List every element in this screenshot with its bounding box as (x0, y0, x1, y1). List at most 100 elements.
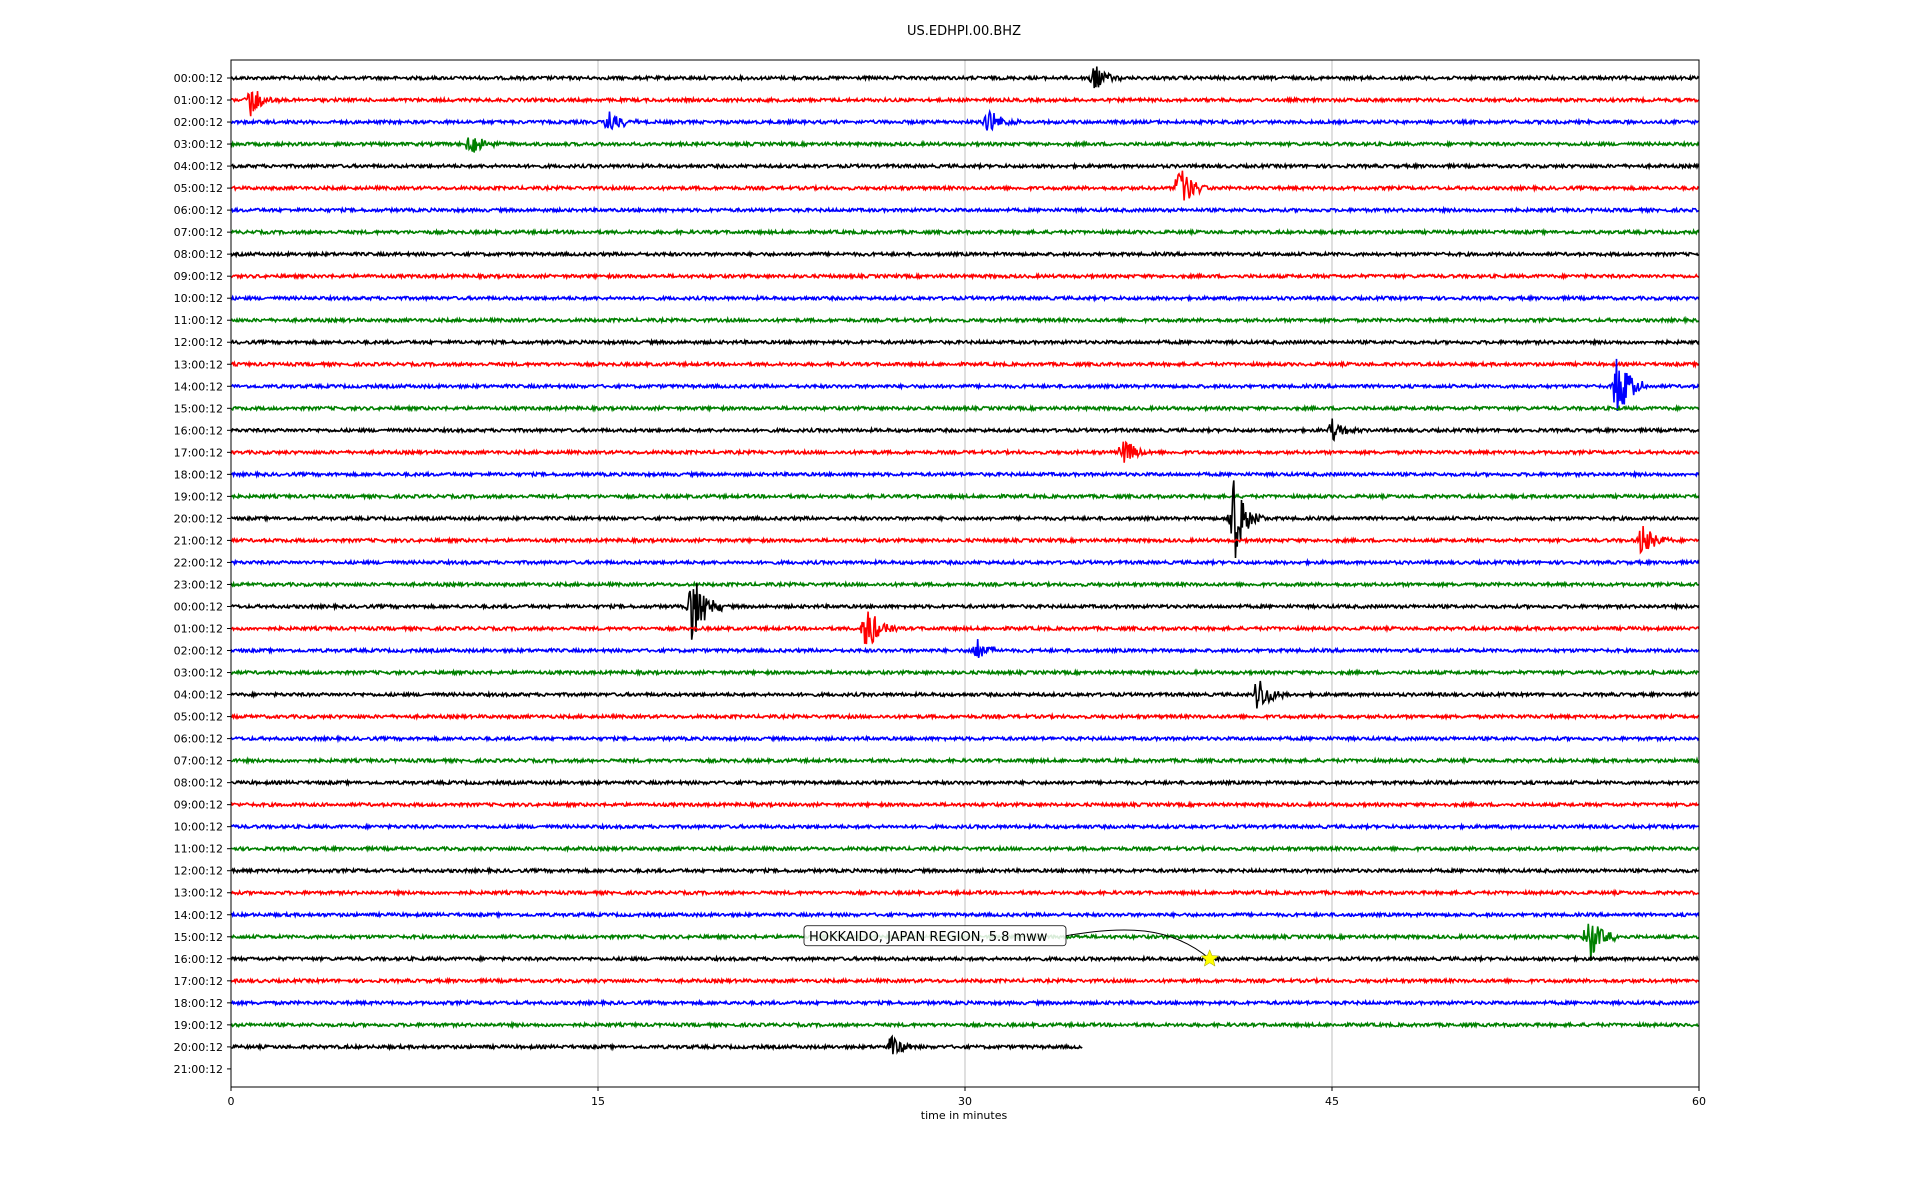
trace-line (230, 910, 1700, 920)
x-tick-label: 30 (958, 1095, 972, 1108)
trace-line (230, 756, 1700, 766)
trace-line (230, 1034, 1083, 1055)
y-axis-ticks: 00:00:12 01:00:12 02:00:12 03:00:12 04:00:12… (174, 72, 231, 1076)
trace-line (230, 137, 1700, 153)
trace-line (230, 271, 1700, 281)
y-tick-label: 09:00:12 (174, 799, 223, 812)
trace-line (230, 778, 1700, 788)
y-tick-label: 14:00:12 (174, 909, 223, 922)
x-tick-label: 60 (1692, 1095, 1706, 1108)
trace-line (230, 358, 1700, 412)
trace-line (230, 227, 1700, 237)
y-tick-label: 13:00:12 (174, 887, 223, 900)
y-tick-label: 16:00:12 (174, 953, 223, 966)
x-tick-label: 15 (591, 1095, 605, 1108)
trace-line (230, 954, 1700, 964)
x-axis-ticks: 0 15 30 45 60 (228, 1087, 1706, 1108)
trace-line (230, 293, 1700, 303)
x-tick-label: 45 (1325, 1095, 1339, 1108)
trace-line (230, 161, 1700, 171)
y-tick-label: 23:00:12 (174, 578, 223, 591)
trace-line (230, 170, 1700, 201)
trace-line (230, 469, 1700, 479)
trace-line (230, 800, 1700, 810)
event-star-marker (1200, 949, 1219, 967)
y-tick-label: 02:00:12 (174, 116, 223, 129)
trace-line (230, 359, 1700, 369)
trace-line (230, 91, 1700, 117)
trace-line (230, 315, 1700, 325)
y-tick-label: 22:00:12 (174, 556, 223, 569)
trace-line (230, 66, 1700, 89)
trace-line (230, 888, 1700, 898)
y-tick-label: 05:00:12 (174, 711, 223, 724)
trace-line (230, 844, 1700, 854)
trace-line (230, 639, 1700, 659)
trace-line (230, 480, 1700, 559)
y-tick-label: 09:00:12 (174, 270, 223, 283)
x-axis-label: time in minutes (921, 1109, 1008, 1122)
trace-line (230, 668, 1699, 677)
trace-line (230, 250, 1700, 259)
y-tick-label: 01:00:12 (174, 623, 223, 636)
trace-line (230, 734, 1700, 744)
y-tick-label: 02:00:12 (174, 645, 223, 658)
trace-line (230, 491, 1700, 501)
event-annotation: HOKKAIDO, JAPAN REGION, 5.8 mww (803, 925, 1219, 967)
y-tick-label: 19:00:12 (174, 1019, 223, 1032)
trace-line (230, 998, 1700, 1008)
x-tick-label: 0 (228, 1095, 235, 1108)
y-tick-label: 00:00:12 (174, 600, 223, 613)
trace-line (230, 337, 1700, 347)
y-tick-label: 12:00:12 (174, 865, 223, 878)
trace-line (230, 557, 1700, 567)
trace-line (230, 583, 1700, 640)
y-tick-label: 10:00:12 (174, 292, 223, 305)
y-tick-label: 13:00:12 (174, 358, 223, 371)
y-tick-label: 08:00:12 (174, 248, 223, 261)
trace-line (230, 440, 1700, 463)
y-tick-label: 06:00:12 (174, 733, 223, 746)
y-tick-label: 20:00:12 (174, 1041, 223, 1054)
chart-title: US.EDHPI.00.BHZ (907, 24, 1021, 39)
y-tick-label: 11:00:12 (174, 843, 223, 856)
y-tick-label: 15:00:12 (174, 402, 223, 415)
trace-layer (230, 66, 1700, 1055)
y-tick-label: 11:00:12 (174, 314, 223, 327)
trace-line (230, 205, 1700, 215)
trace-line (230, 611, 1700, 645)
y-tick-label: 19:00:12 (174, 490, 223, 503)
trace-line (230, 580, 1700, 589)
trace-line (230, 108, 1699, 132)
trace-line (230, 822, 1700, 832)
trace-line (230, 680, 1699, 709)
y-tick-label: 21:00:12 (174, 534, 223, 547)
y-tick-label: 21:00:12 (174, 1063, 223, 1076)
y-tick-label: 04:00:12 (174, 689, 223, 702)
trace-line (230, 712, 1700, 721)
trace-line (230, 403, 1700, 413)
annotation-text: HOKKAIDO, JAPAN REGION, 5.8 mww (809, 930, 1048, 945)
y-tick-label: 08:00:12 (174, 777, 223, 790)
y-tick-label: 00:00:12 (174, 72, 223, 85)
y-tick-label: 03:00:12 (174, 138, 223, 151)
y-tick-label: 17:00:12 (174, 975, 223, 988)
y-tick-label: 06:00:12 (174, 204, 223, 217)
trace-line (231, 866, 1700, 876)
y-tick-label: 17:00:12 (174, 446, 223, 459)
y-tick-label: 03:00:12 (174, 667, 223, 680)
trace-line (230, 976, 1700, 986)
trace-line (230, 1020, 1700, 1030)
y-tick-label: 14:00:12 (174, 380, 223, 393)
y-tick-label: 18:00:12 (174, 997, 223, 1010)
trace-line (230, 418, 1700, 442)
trace-line (230, 525, 1700, 555)
annotation-arrow (1065, 929, 1210, 960)
y-tick-label: 12:00:12 (174, 336, 223, 349)
y-tick-label: 20:00:12 (174, 512, 223, 525)
y-tick-label: 07:00:12 (174, 755, 223, 768)
y-tick-label: 16:00:12 (174, 424, 223, 437)
y-tick-label: 10:00:12 (174, 821, 223, 834)
y-tick-label: 01:00:12 (174, 94, 223, 107)
